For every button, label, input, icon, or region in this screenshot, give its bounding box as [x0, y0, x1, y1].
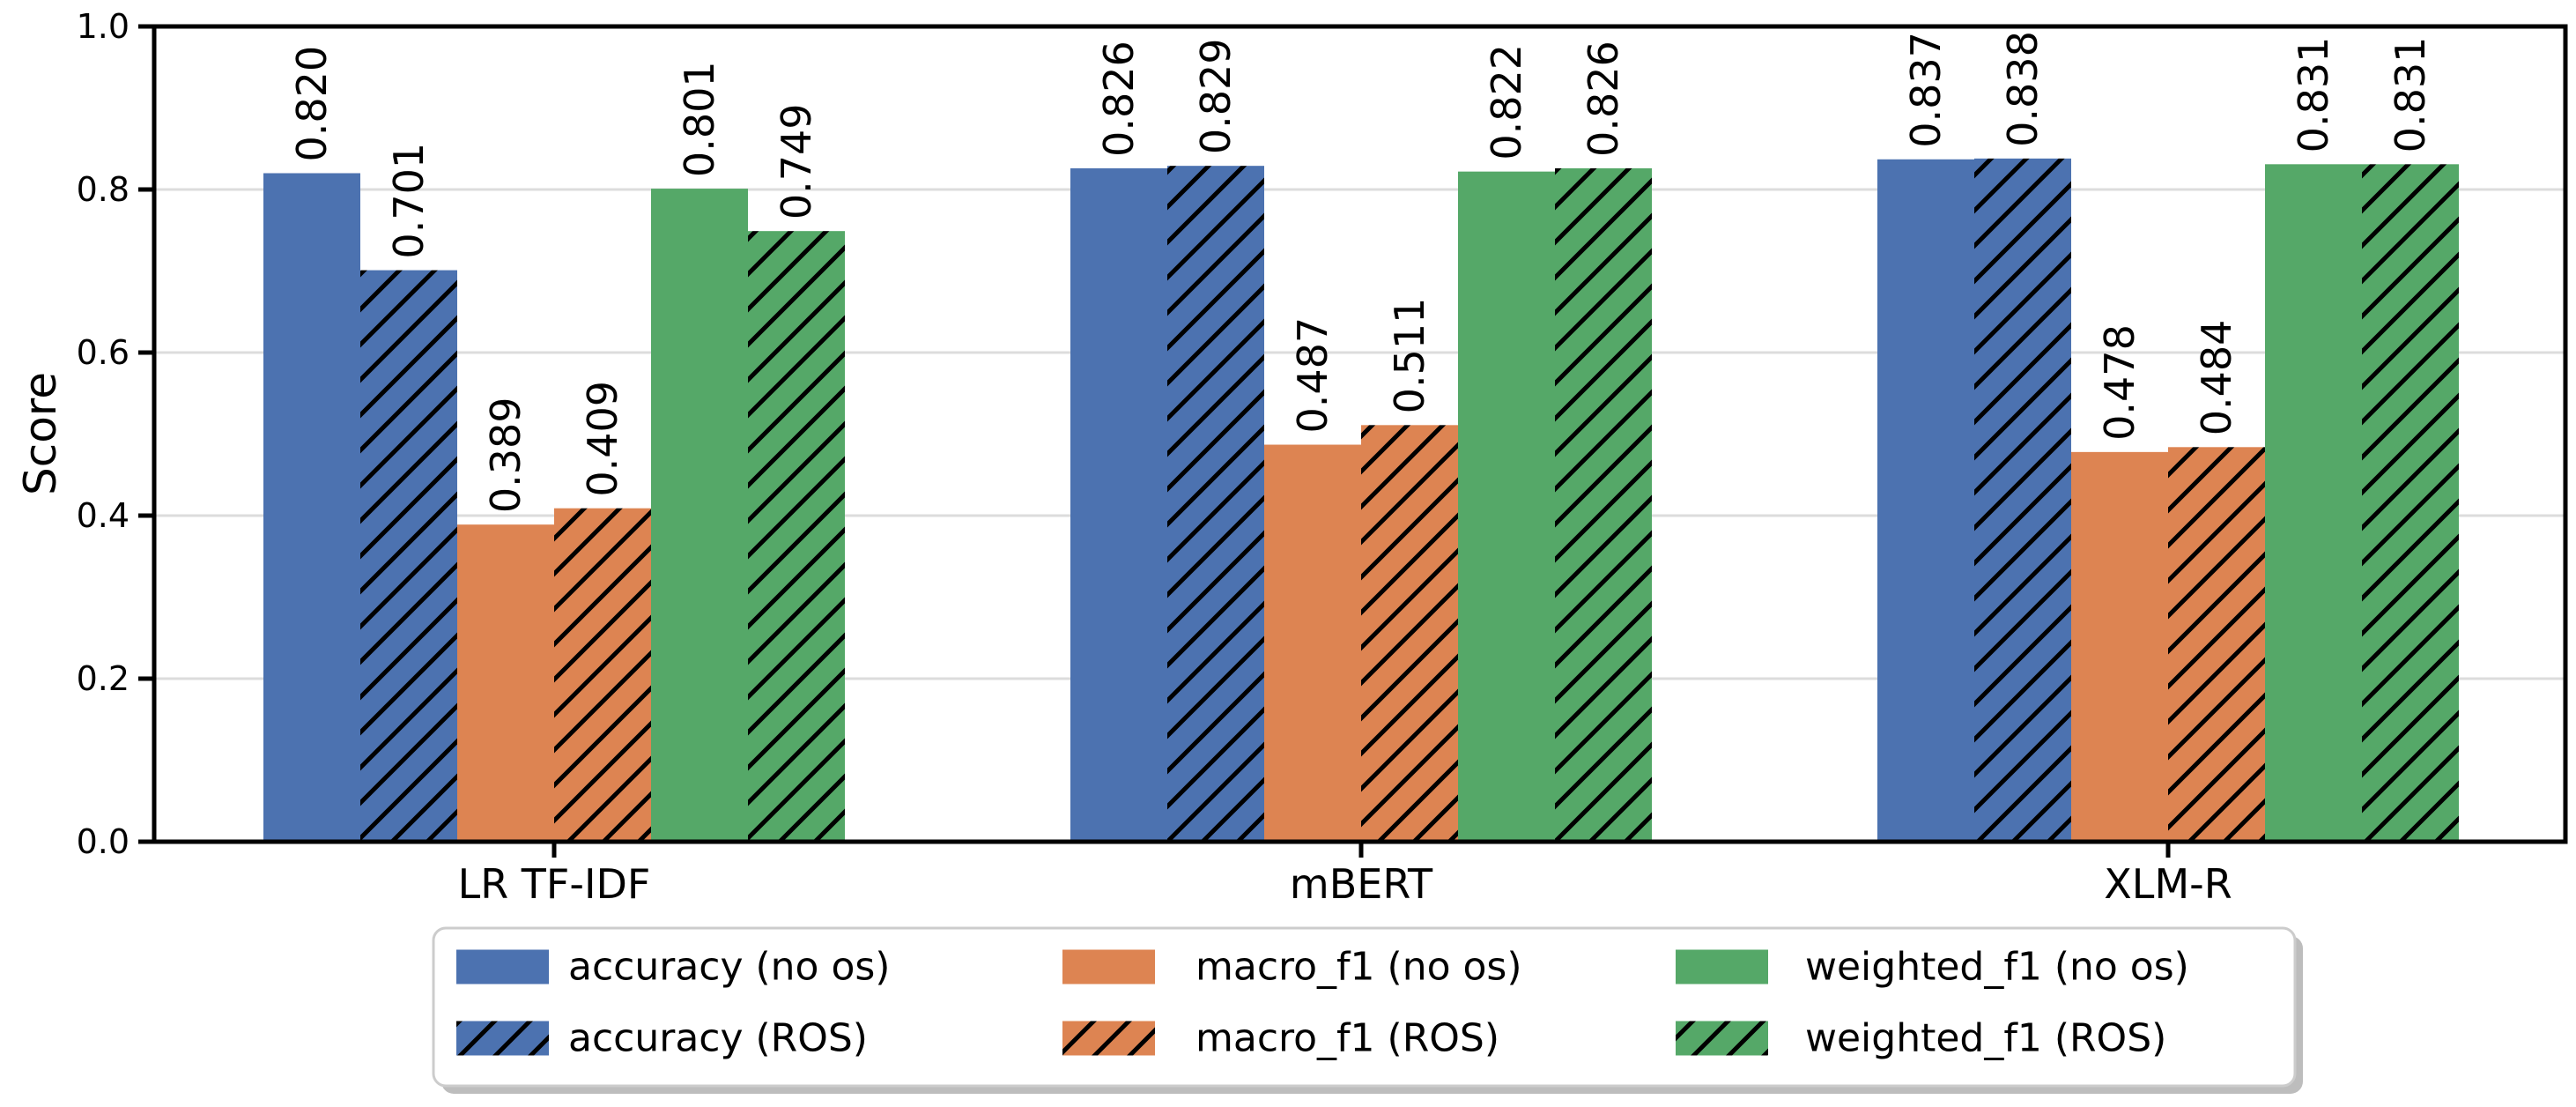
bar	[1974, 158, 2071, 843]
legend-label: accuracy (no os)	[568, 945, 890, 990]
bar	[1877, 159, 1974, 842]
bar-value-label: 0.484	[2193, 320, 2240, 436]
bar	[1361, 425, 1458, 842]
bar	[1555, 167, 1652, 842]
bar-value-label: 0.511	[1386, 298, 1433, 414]
y-axis-title: Score	[15, 372, 66, 495]
legend-swatch	[1062, 949, 1155, 984]
bar-value-label: 0.409	[579, 381, 626, 497]
bar	[651, 189, 748, 842]
axis-layer: 0.0 0.2 0.4 0.6 0.8 1.0 LR TF-IDF mBERT XLM-R	[77, 7, 2568, 908]
bar	[360, 270, 457, 842]
bar-value-label: 0.478	[2096, 324, 2143, 441]
y-tick-label: 0.2	[77, 659, 130, 698]
bar-value-label: 0.801	[676, 61, 723, 177]
y-tick-label: 0.0	[77, 822, 130, 861]
legend-label: macro_f1 (ROS)	[1195, 1016, 1499, 1061]
legend: accuracy (no os) accuracy (ROS) macro_f1 (…	[432, 926, 2303, 1094]
legend-swatch	[1062, 1021, 1155, 1056]
bar-value-label: 0.749	[773, 103, 820, 219]
bar-value-label: 0.838	[1999, 31, 2047, 147]
bar	[2265, 164, 2362, 842]
bar-value-label: 0.831	[2290, 37, 2337, 153]
bar	[457, 524, 554, 842]
bar	[1167, 166, 1264, 843]
bar-value-label-layer: 0.820 0.701 0.389 0.409 0.801 0.749 0.826 0.829…	[288, 31, 2434, 513]
bar	[1070, 167, 1167, 842]
bar-value-label: 0.487	[1289, 317, 1336, 434]
bar-value-label: 0.820	[288, 46, 336, 162]
bar	[2168, 447, 2265, 842]
x-category-label: mBERT	[1290, 860, 1433, 908]
bar	[554, 508, 651, 842]
legend-label: weighted_f1 (ROS)	[1805, 1016, 2166, 1061]
bar	[2362, 164, 2459, 842]
y-tick-label: 0.8	[77, 170, 130, 209]
legend-swatch	[456, 1021, 549, 1056]
bar-value-label: 0.837	[1902, 32, 1950, 148]
legend-label: weighted_f1 (no os)	[1805, 945, 2189, 990]
bar-value-label: 0.389	[482, 397, 529, 513]
bar-value-label: 0.826	[1580, 41, 1627, 157]
bar-layer	[263, 158, 2459, 843]
bar-value-label: 0.831	[2387, 37, 2434, 153]
x-category-label: LR TF-IDF	[458, 860, 651, 908]
legend-box	[432, 926, 2297, 1088]
legend-label: accuracy (ROS)	[568, 1016, 868, 1061]
legend-swatch	[1676, 949, 1768, 984]
bar	[263, 173, 360, 842]
bar	[2071, 451, 2168, 842]
y-tick-label: 0.6	[77, 333, 130, 372]
x-category-label: XLM-R	[2104, 860, 2232, 908]
legend-swatch	[456, 949, 549, 984]
bar	[1458, 171, 1555, 842]
legend-swatch	[1676, 1021, 1768, 1056]
bar-value-label: 0.829	[1192, 38, 1240, 154]
bar-value-label: 0.826	[1095, 41, 1143, 157]
bar	[1264, 444, 1361, 842]
bar-value-label: 0.822	[1483, 44, 1530, 160]
bar	[748, 231, 845, 842]
legend-label: macro_f1 (no os)	[1195, 945, 1522, 990]
y-tick-label: 0.4	[77, 496, 130, 535]
y-tick-label: 1.0	[77, 7, 130, 46]
bar-value-label: 0.701	[385, 143, 433, 259]
